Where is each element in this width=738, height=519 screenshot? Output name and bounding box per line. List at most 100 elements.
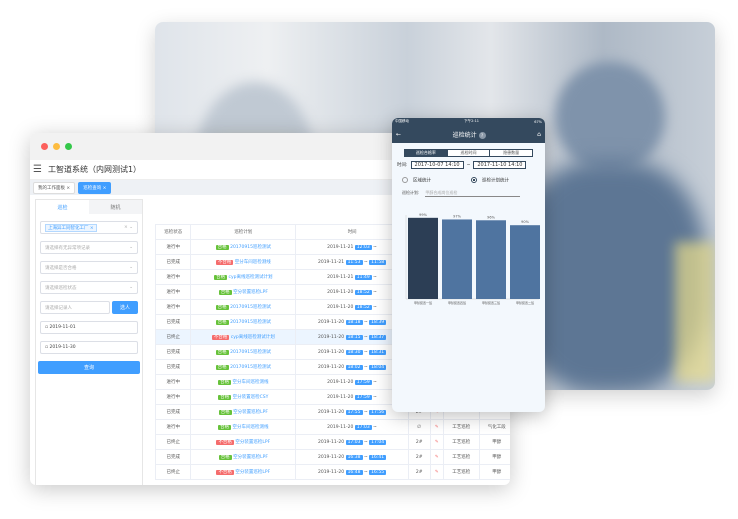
result-badge: 合格	[215, 320, 229, 325]
radio-area[interactable]: 区域统计	[402, 177, 431, 184]
plan-cell: 合格 空分装置巡检LPF	[190, 284, 297, 300]
bar[interactable]	[408, 217, 438, 299]
date-to-input[interactable]: ▫ 2019-11-30	[40, 341, 138, 354]
maximize-button[interactable]	[65, 143, 72, 150]
bar[interactable]	[476, 220, 506, 299]
radio-plan[interactable]: 巡检计划统计	[471, 177, 509, 184]
table-row[interactable]: 已终止 不合格 空分装置巡检LPF 2019-11-20 17:03 ~ 17:…	[154, 434, 510, 450]
status-cell: 进行中	[154, 299, 192, 315]
result-badge: 合格	[218, 380, 232, 385]
status-cell: 已终止	[154, 464, 192, 480]
plan-link[interactable]: 空分装置巡检LPF	[233, 455, 268, 460]
qualified-select[interactable]: 请选择是否合格 ⌄	[40, 261, 138, 274]
date-from-input[interactable]: ▫ 2019-11-01	[40, 321, 138, 334]
edit-icon[interactable]: ✎	[429, 434, 445, 450]
category-label: 甲醇装置一班	[414, 300, 432, 305]
pick-person-button[interactable]: 选人	[112, 301, 138, 314]
plan-link[interactable]: cyp离线巡检测试计划	[230, 335, 275, 340]
bar-label: 90%	[521, 220, 529, 224]
close-button[interactable]	[41, 143, 48, 150]
status-cell: 已完成	[154, 254, 192, 270]
plan-link[interactable]: cyp离线巡检测试计划	[228, 275, 273, 280]
org-select[interactable]: 上海异工同智化工厂 × × ⌄	[40, 221, 138, 234]
segment-pass-rate[interactable]: 巡检合格率	[405, 150, 447, 156]
result-badge: 合格	[218, 425, 232, 430]
tab-random[interactable]: 随机	[89, 200, 142, 214]
back-arrow-icon[interactable]: ←	[396, 130, 402, 138]
type-cell: 工艺巡检	[443, 464, 480, 480]
tab-inspection[interactable]: 巡检	[57, 204, 68, 211]
help-icon[interactable]: ?	[478, 131, 486, 139]
plan-link[interactable]: 20170915巡检测试	[230, 305, 271, 310]
edit-icon[interactable]: ✎	[429, 449, 445, 465]
screen-title: 巡检统计	[452, 131, 477, 139]
type-cell: 工艺巡检	[443, 449, 480, 465]
result-badge: 合格	[215, 365, 229, 370]
plan-input[interactable]: 甲醇合成岗位巡检	[425, 190, 521, 197]
result-badge: 合格	[215, 350, 229, 355]
plan-link[interactable]: 空分车间巡检测线	[234, 260, 271, 265]
segment-hazards[interactable]: 隐患数量	[489, 150, 533, 156]
minimize-button[interactable]	[53, 143, 60, 150]
plan-cell: 合格 空分装置巡检LPF	[190, 404, 297, 420]
query-button[interactable]: 查询	[38, 361, 140, 374]
time-to[interactable]: 2017-11-10 14:10	[473, 161, 527, 169]
edit-icon[interactable]: ✎	[429, 464, 445, 480]
plan-cell: 不合格 空分车间巡检测线	[190, 254, 297, 270]
status-bar: 中国移动 下午2:11 67%	[392, 118, 545, 125]
category-label: 甲醇装置三班	[482, 300, 500, 305]
edit-icon[interactable]: ✎	[429, 419, 445, 435]
status-cell: 进行中	[154, 239, 192, 255]
plan-link[interactable]: 空分装置巡检CSY	[232, 395, 269, 400]
tab-dashboard[interactable]: 我的工作面板 ×	[33, 181, 76, 194]
calendar-icon: ▫	[45, 345, 50, 350]
type-cell: 工艺巡检	[443, 434, 480, 450]
status-cell: 进行中	[154, 269, 192, 285]
chevron-down-icon: × ⌄	[124, 225, 133, 230]
bar[interactable]	[510, 225, 540, 299]
time-from[interactable]: 2017-10-07 14:10	[410, 161, 464, 169]
result-badge: 合格	[218, 410, 232, 415]
status-select[interactable]: 请选择巡检状态 ⌄	[40, 281, 138, 294]
result-badge: 合格	[215, 245, 229, 250]
result-badge: 合格	[218, 455, 232, 460]
type-cell: 工艺巡检	[443, 419, 480, 435]
plan-cell: 合格 空分车间巡检测线	[190, 419, 297, 435]
plan-link[interactable]: 20170915巡检测试	[230, 320, 271, 325]
status-cell: 进行中	[154, 419, 192, 435]
plan-link[interactable]: 空分装置巡检LPF	[233, 410, 268, 415]
abnormal-select[interactable]: 请选择有无异常项记录 ⌄	[40, 241, 138, 254]
plan-link[interactable]: 空分装置巡检LPF	[235, 440, 271, 445]
plan-cell: 合格 空分装置巡检LPF	[190, 449, 297, 465]
plan-link[interactable]: 空分车间巡检测线	[232, 425, 269, 430]
status-cell: 已终止	[154, 434, 192, 450]
plan-link[interactable]: 20170915巡检测试	[230, 350, 271, 355]
area-cell: 甲醇	[478, 449, 510, 465]
bar-label: 96%	[487, 215, 495, 219]
plan-cell: 合格 20170915巡检测试	[190, 239, 297, 255]
col-plan: 巡检计划	[190, 224, 297, 240]
status-cell: 已终止	[154, 329, 192, 345]
table-row[interactable]: 进行中 合格 空分车间巡检测线 2019-11-20 17:03 ~ ∅ ✎ 工…	[154, 419, 510, 435]
segment-time[interactable]: 巡检时间	[446, 150, 490, 156]
nav-bar: ← 巡检统计? ⌂	[392, 125, 545, 143]
plan-link[interactable]: 20170915巡检测试	[230, 245, 271, 250]
status-cell: 已完成	[154, 449, 192, 465]
bar[interactable]	[442, 219, 472, 299]
plan-cell: 合格 空分车间巡检测线	[190, 374, 297, 390]
result-badge: 不合格	[216, 470, 234, 475]
result-badge: 不合格	[216, 440, 234, 445]
plan-link[interactable]: 空分装置巡检LPF	[235, 470, 271, 475]
pass-rate-chart: 99% 甲醇装置一班 97% 甲醇装置四班 96% 甲醇装置三班 90% 甲醇装置二班	[405, 213, 540, 305]
status-cell: 进行中	[154, 284, 192, 300]
plan-link[interactable]: 空分装置巡检LPF	[233, 290, 268, 295]
menu-icon[interactable]: ☰	[33, 164, 42, 175]
home-icon[interactable]: ⌂	[537, 130, 541, 138]
mobile-screen: 中国移动 下午2:11 67% ← 巡检统计? ⌂ 巡检合格率 巡检时间 隐患数量 …	[392, 118, 545, 412]
tab-inspection-query[interactable]: 巡检查询 ×	[78, 181, 112, 194]
table-row[interactable]: 已终止 不合格 空分装置巡检LPF 2019-11-20 16:48 ~ 16:…	[154, 464, 510, 480]
plan-link[interactable]: 20170915巡检测试	[230, 365, 271, 370]
plan-link[interactable]: 空分车间巡检测线	[232, 380, 269, 385]
table-row[interactable]: 已完成 合格 空分装置巡检LPF 2019-11-20 16:38 ~ 16:4…	[154, 449, 510, 465]
recorder-input[interactable]: 请选择记录人	[40, 301, 110, 314]
